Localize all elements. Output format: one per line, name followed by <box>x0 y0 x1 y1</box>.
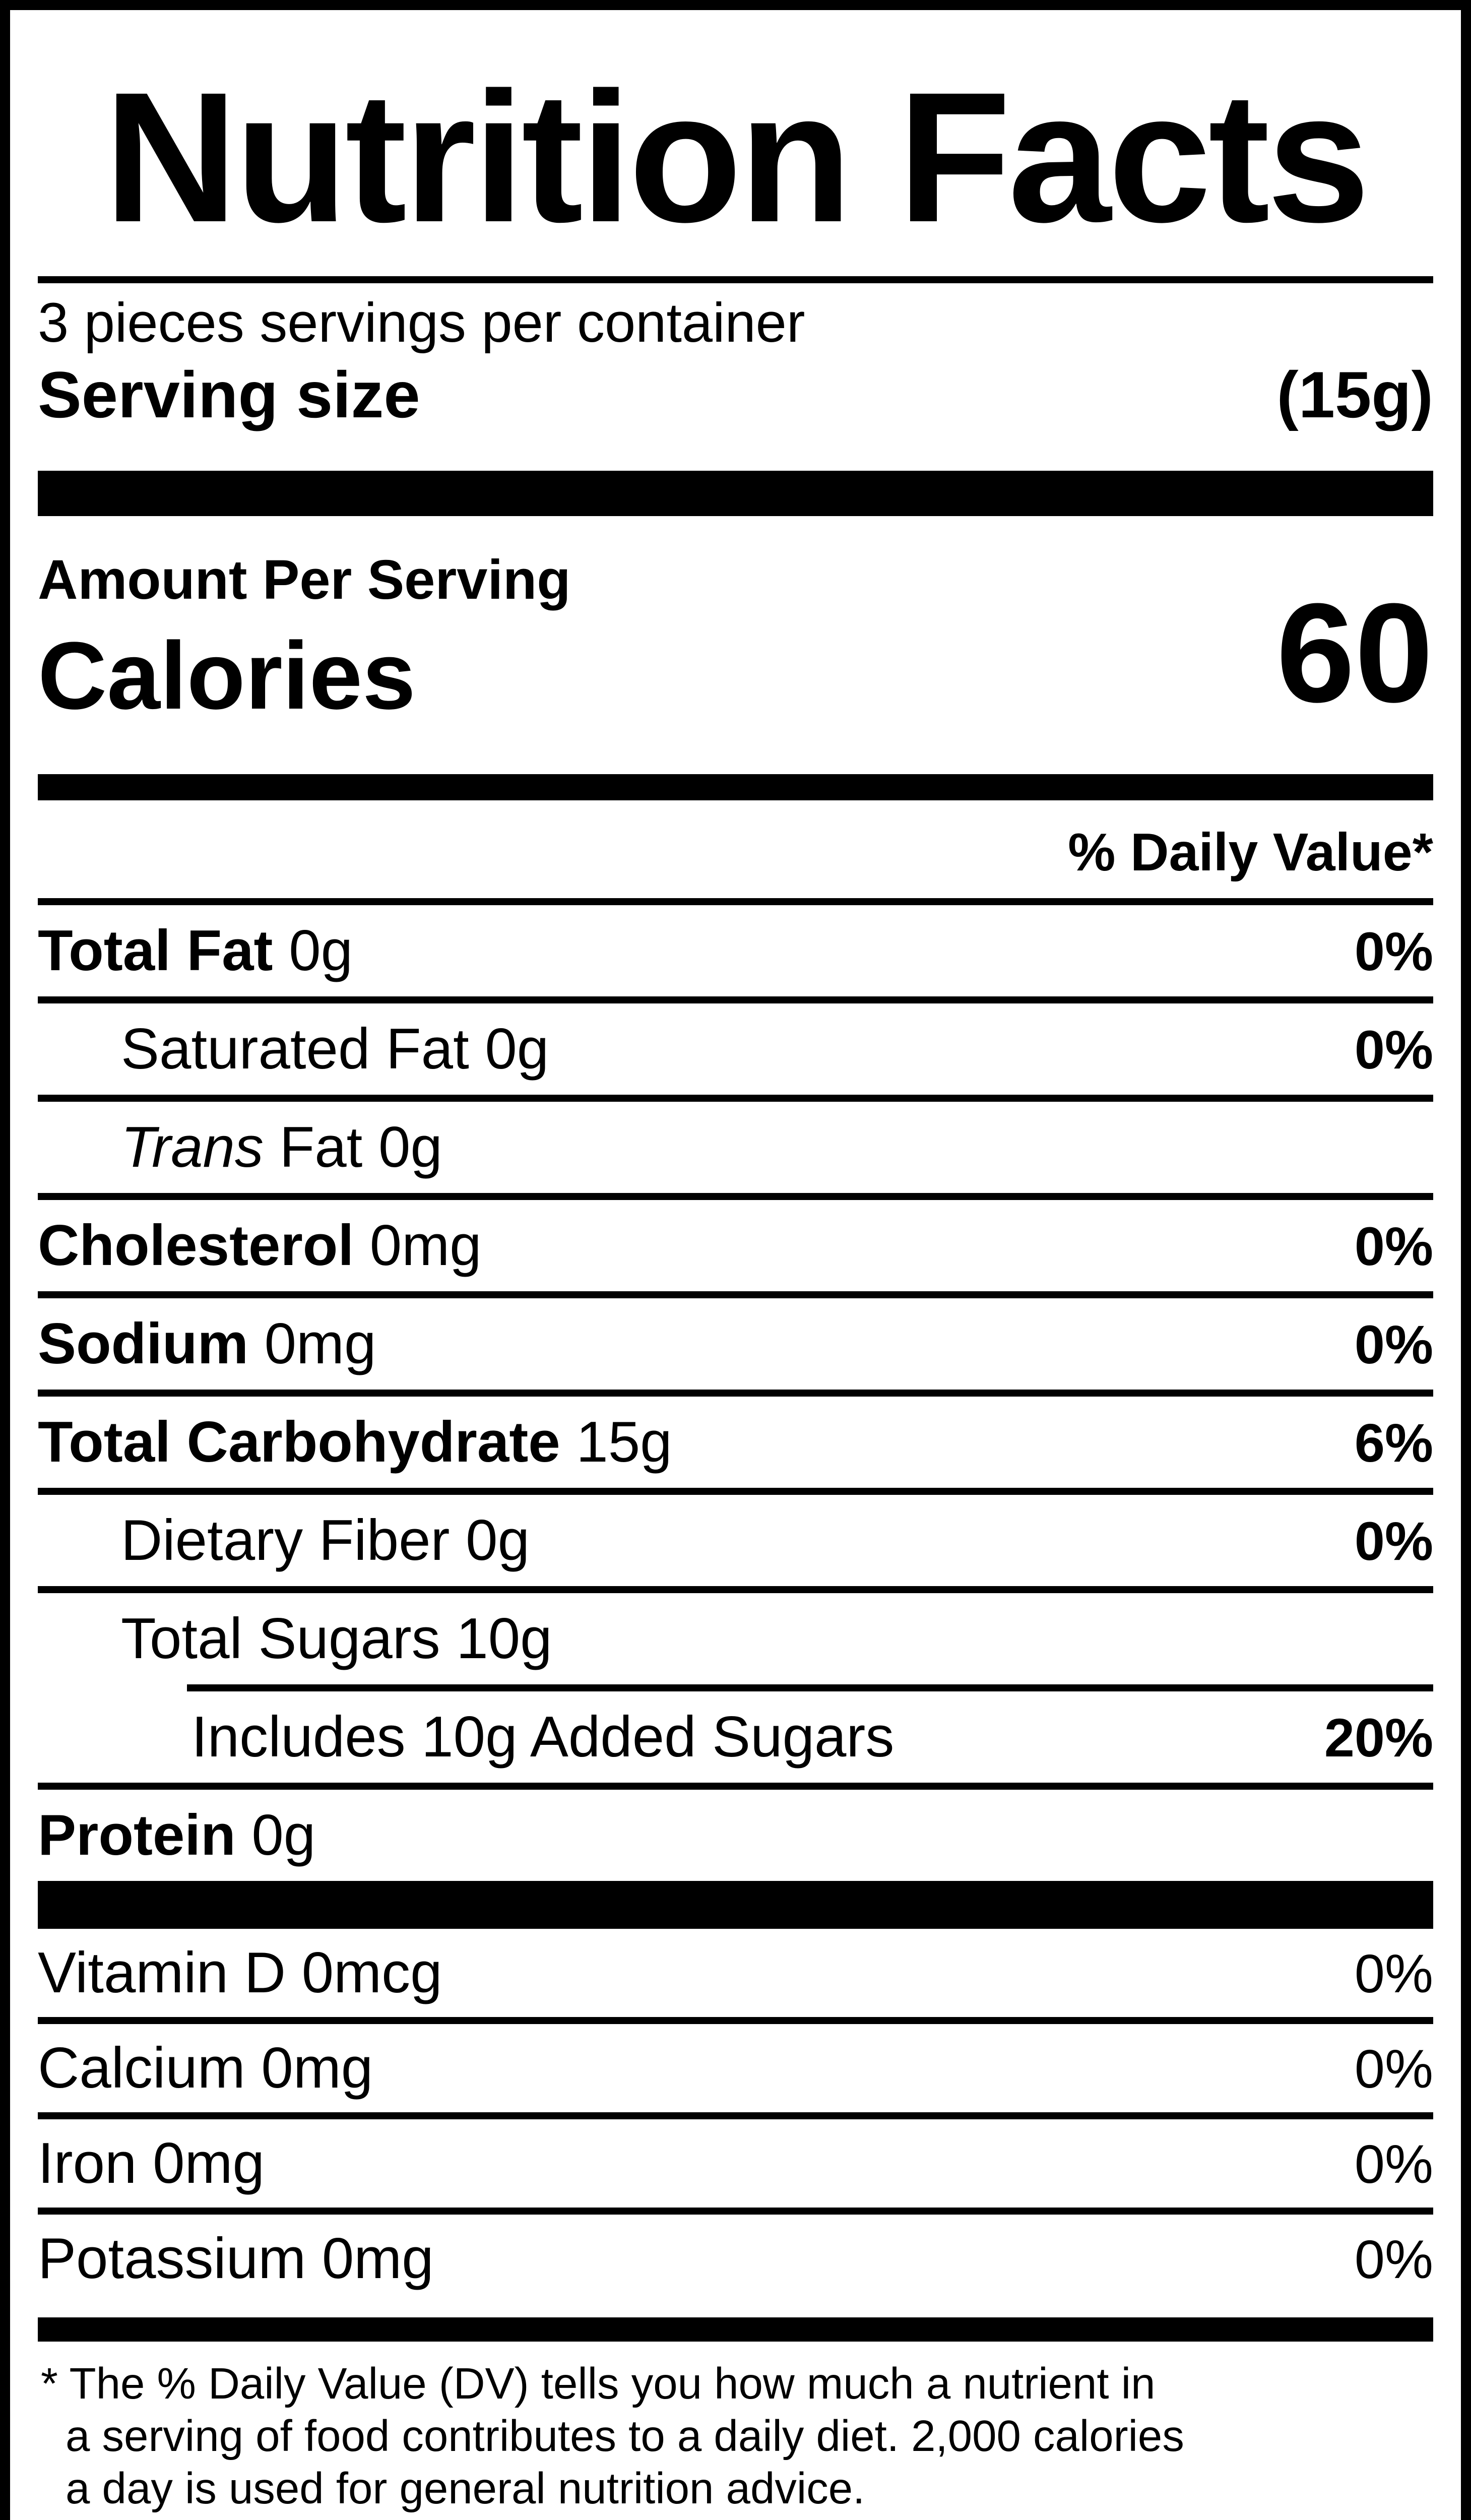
daily-value-header: % Daily Value* <box>1068 823 1433 882</box>
daily-value-percent: 0% <box>1354 1019 1433 1080</box>
daily-value-percent: 0% <box>1354 2229 1433 2290</box>
medium-separator <box>38 2317 1433 2342</box>
divider <box>38 996 1433 1003</box>
nutrient-row: Trans Fat 0g <box>38 1102 1433 1193</box>
divider <box>38 2112 1433 2119</box>
nutrient-name: Vitamin D 0mcg <box>38 1941 442 2005</box>
nutrient-row: Cholesterol 0mg 0% <box>38 1200 1433 1291</box>
nutrient-row: Sodium 0mg 0% <box>38 1298 1433 1390</box>
calories-row: Calories 60 <box>38 583 1433 729</box>
divider <box>38 898 1433 905</box>
vitamin-row: Vitamin D 0mcg 0% <box>38 1929 1433 2017</box>
nutrient-name: Dietary Fiber 0g <box>121 1508 530 1572</box>
daily-value-percent: 20% <box>1324 1707 1433 1768</box>
nutrient-row: Dietary Fiber 0g 0% <box>38 1495 1433 1586</box>
vitamin-row: Potassium 0mg 0% <box>38 2215 1433 2303</box>
nutrient-name: Total Fat 0g <box>38 919 353 983</box>
nutrient-row: Total Carbohydrate 15g 6% <box>38 1397 1433 1488</box>
nutrient-name: Potassium 0mg <box>38 2227 434 2291</box>
daily-value-percent: 0% <box>1354 921 1433 982</box>
divider <box>38 1095 1433 1102</box>
nutrient-row: Includes 10g Added Sugars 20% <box>38 1691 1433 1783</box>
footnote-line: a day is used for general nutrition advi… <box>66 2464 865 2513</box>
nutrient-name: Protein 0g <box>38 1803 316 1867</box>
calories-value: 60 <box>1276 575 1433 732</box>
divider <box>38 2017 1433 2024</box>
footnote: * The % Daily Value (DV) tells you how m… <box>38 2358 1433 2515</box>
nutrient-row: Saturated Fat 0g 0% <box>38 1003 1433 1095</box>
divider <box>38 1586 1433 1593</box>
divider <box>187 1684 1433 1691</box>
daily-value-percent: 0% <box>1354 1510 1433 1571</box>
daily-value-percent: 0% <box>1354 1314 1433 1375</box>
divider <box>38 1193 1433 1200</box>
divider <box>38 1390 1433 1397</box>
vitamin-rows: Vitamin D 0mcg 0% Calcium 0mg 0% Iron 0mg 0% P… <box>38 1929 1433 2303</box>
nutrient-rows: Total Fat 0g 0% Saturated Fat 0g 0% Trans Fa… <box>38 905 1433 1881</box>
footnote-line: a serving of food contributes to a daily… <box>66 2412 1184 2461</box>
nutrient-row: Total Fat 0g 0% <box>38 905 1433 996</box>
daily-value-percent: 0% <box>1354 2133 1433 2194</box>
daily-value-percent: 0% <box>1354 1943 1433 2004</box>
divider <box>38 1488 1433 1495</box>
nutrient-name: Includes 10g Added Sugars <box>191 1705 894 1769</box>
vitamin-row: Iron 0mg 0% <box>38 2119 1433 2208</box>
footnote-line: * The % Daily Value (DV) tells you how m… <box>41 2359 1156 2408</box>
serving-size-value: (15g) <box>1276 358 1433 431</box>
serving-size-row: Serving size (15g) <box>38 362 1433 427</box>
nutrient-name: Sodium 0mg <box>38 1312 376 1376</box>
nutrient-row: Total Sugars 10g <box>38 1593 1433 1684</box>
amount-per-serving-label: Amount Per Serving <box>38 549 571 611</box>
nutrient-name: Trans Fat 0g <box>121 1115 442 1179</box>
divider <box>38 1783 1433 1790</box>
serving-size-label: Serving size <box>38 358 420 431</box>
nutrient-name: Iron 0mg <box>38 2131 265 2195</box>
thick-separator <box>38 1881 1433 1929</box>
nutrient-row: Protein 0g <box>38 1790 1433 1881</box>
servings-per-container: 3 pieces servings per container <box>38 292 805 354</box>
nutrient-name: Total Sugars 10g <box>121 1607 552 1671</box>
divider <box>38 2208 1433 2215</box>
thick-separator <box>38 471 1433 516</box>
daily-value-percent: 0% <box>1354 1216 1433 1277</box>
daily-value-percent: 0% <box>1354 2038 1433 2099</box>
divider <box>38 1291 1433 1298</box>
label-title: Nutrition Facts <box>104 53 1370 261</box>
medium-separator <box>38 774 1433 800</box>
calories-label: Calories <box>38 622 416 729</box>
daily-value-percent: 6% <box>1354 1412 1433 1473</box>
nutrient-name: Saturated Fat 0g <box>121 1017 549 1081</box>
nutrient-name: Cholesterol 0mg <box>38 1214 482 1278</box>
nutrient-name: Total Carbohydrate 15g <box>38 1410 672 1474</box>
nutrient-name: Calcium 0mg <box>38 2036 373 2100</box>
vitamin-row: Calcium 0mg 0% <box>38 2024 1433 2112</box>
divider <box>38 276 1433 283</box>
